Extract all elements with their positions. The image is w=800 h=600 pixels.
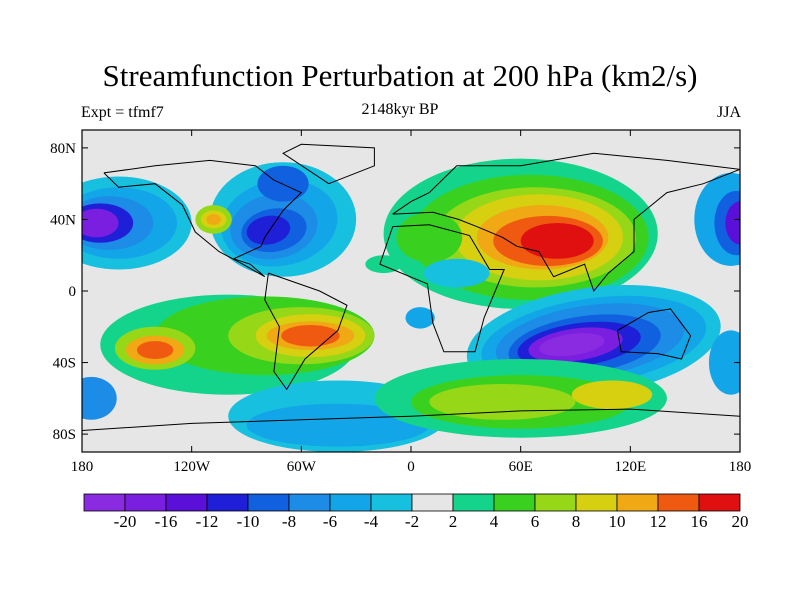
colorbar-label: -2 <box>405 512 419 531</box>
colorbar-box <box>493 493 536 512</box>
colorbar-box <box>534 493 577 512</box>
colorbar-box <box>452 493 495 512</box>
contour-region <box>136 341 174 359</box>
y-tick-label: 40N <box>50 212 76 228</box>
x-tick-label: 0 <box>407 459 415 475</box>
coastline <box>392 152 740 293</box>
colorbar-label: -16 <box>155 512 178 531</box>
colorbar-label: 10 <box>609 512 626 531</box>
contour-region <box>365 255 402 274</box>
colorbar-box <box>616 493 659 512</box>
colorbar-label: 12 <box>650 512 667 531</box>
coastline <box>282 143 375 185</box>
coastline <box>379 224 505 353</box>
colorbar-box <box>698 493 741 512</box>
contour-region <box>405 307 435 329</box>
experiment-label: Expt = tfmf7 <box>81 104 164 121</box>
contour-region <box>246 403 430 447</box>
colorbar-box <box>83 493 126 512</box>
contour-region <box>257 165 309 202</box>
colorbar-label: -4 <box>364 512 379 531</box>
chart-title: Streamfunction Perturbation at 200 hPa (… <box>102 58 698 93</box>
x-tick-label: 60E <box>509 459 533 475</box>
y-tick-label: 40S <box>53 356 76 372</box>
x-tick-label: 60W <box>287 459 317 475</box>
colorbar-box <box>288 493 331 512</box>
contour-region <box>725 201 740 245</box>
colorbar-box <box>657 493 700 512</box>
colorbar-box <box>370 493 413 512</box>
x-tick-label: 180 <box>729 459 752 475</box>
contour-region <box>281 324 340 347</box>
coastline <box>264 272 348 391</box>
colorbar-label: -12 <box>196 512 219 531</box>
colorbar-label: 4 <box>490 512 499 531</box>
contour-region <box>206 214 221 225</box>
contour-region <box>396 212 463 263</box>
colorbar-box <box>165 493 208 512</box>
colorbar-label: -8 <box>282 512 296 531</box>
colorbar-box <box>329 493 372 512</box>
y-tick-label: 80N <box>50 141 76 157</box>
x-tick-label: 180 <box>71 459 94 475</box>
colorbar-label: 6 <box>531 512 540 531</box>
colorbar-label: 16 <box>691 512 708 531</box>
colorbar-box <box>411 493 454 512</box>
coastline <box>617 308 692 360</box>
colorbar-box <box>124 493 167 512</box>
time-label: 2148kyr BP <box>361 101 439 118</box>
x-tick-label: 120W <box>173 459 211 475</box>
contour-region <box>571 380 653 410</box>
y-tick-label: 0 <box>69 284 77 300</box>
x-tick-label: 120E <box>614 459 646 475</box>
coastline <box>82 408 740 431</box>
y-tick-label: 80S <box>53 427 76 443</box>
colorbar-label: 20 <box>732 512 749 531</box>
colorbar-box <box>575 493 618 512</box>
coastline <box>103 159 303 278</box>
contour-region <box>539 333 605 357</box>
contour-region <box>708 330 740 395</box>
colorbar-label: -10 <box>237 512 260 531</box>
colorbar-box <box>247 493 290 512</box>
contour-region <box>82 208 119 238</box>
colorbar-label: -6 <box>323 512 337 531</box>
contour-region <box>520 223 594 259</box>
contour-region <box>423 258 490 288</box>
colorbar-box <box>206 493 249 512</box>
contour-region <box>246 215 291 245</box>
colorbar-label: 8 <box>572 512 581 531</box>
season-label: JJA <box>716 104 741 121</box>
colorbar-label: -20 <box>114 512 137 531</box>
colorbar-label: 2 <box>449 512 458 531</box>
contour-region <box>82 376 117 420</box>
